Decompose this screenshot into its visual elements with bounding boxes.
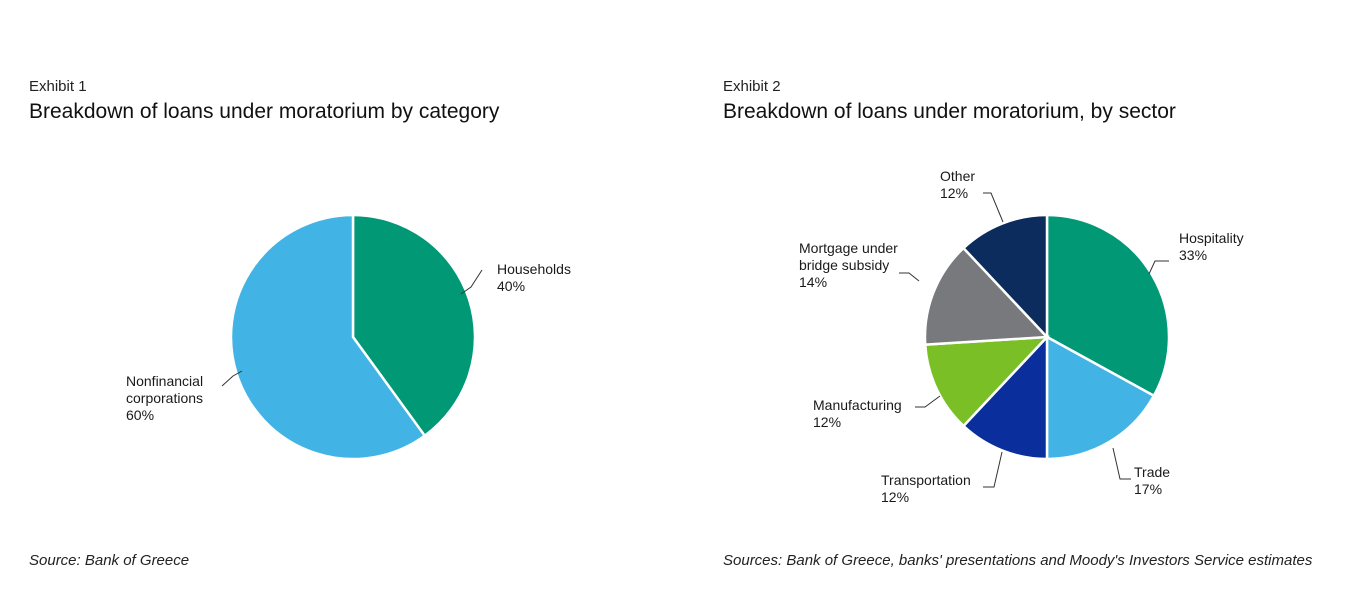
- leader-line-transportation: [983, 451, 1003, 488]
- pie-slice-mortgage: [923, 246, 1050, 346]
- pie-slice-nonfinancial: [229, 213, 427, 461]
- slice-value-nonfinancial: 60%: [126, 407, 154, 423]
- slice-label-nonfinancial: Nonfinancial corporations 60%: [126, 373, 203, 423]
- slice-label-trade: Trade 17%: [1134, 464, 1170, 497]
- chart-source: Sources: Bank of Greece, banks' presenta…: [723, 552, 1313, 569]
- slice-label-hospitality: Hospitality 33%: [1179, 230, 1244, 263]
- slice-value-manufacturing: 12%: [813, 414, 841, 430]
- pie-slice-manufacturing: [923, 335, 1051, 428]
- slice-label-other: Other 12%: [940, 168, 975, 201]
- category-pie-chart: Households 40% Nonfinancial corporations 60%: [126, 213, 571, 461]
- slice-label-transportation: Transportation 12%: [881, 472, 971, 505]
- pie-slice-hospitality: [1045, 213, 1171, 398]
- chart-source: Source: Bank of Greece: [29, 552, 190, 569]
- slice-label-manufacturing: Manufacturing 12%: [813, 397, 902, 430]
- leader-line-trade: [1112, 447, 1131, 480]
- slice-value-transportation: 12%: [881, 489, 909, 505]
- leader-line-mortgage: [899, 272, 920, 282]
- slice-value-other: 12%: [940, 185, 968, 201]
- leader-line-other: [983, 192, 1004, 223]
- exhibit-number: Exhibit 1: [29, 78, 87, 95]
- pie-slice-trade: [1045, 334, 1156, 461]
- leader-line-households: [460, 269, 483, 295]
- exhibit-1: Exhibit 1 Breakdown of loans under morat…: [0, 0, 683, 598]
- slice-value-households: 40%: [497, 278, 525, 294]
- pie-slice-transportation: [961, 333, 1049, 461]
- exhibit-number: Exhibit 2: [723, 78, 781, 95]
- slice-label-households: Households 40%: [497, 261, 571, 294]
- leader-line-hospitality: [1148, 260, 1169, 275]
- slice-label-mortgage: Mortgage under bridge subsidy 14%: [799, 240, 898, 290]
- leader-line-nonfinancial: [221, 370, 243, 387]
- sector-pie-chart: Hospitality 33% Trade 17% Transportation 12% M…: [799, 168, 1244, 505]
- chart-title: Breakdown of loans under moratorium by c…: [29, 100, 500, 123]
- slice-value-hospitality: 33%: [1179, 247, 1207, 263]
- exhibit-2: Exhibit 2 Breakdown of loans under morat…: [683, 0, 1367, 598]
- pie-slice-households: [351, 213, 477, 438]
- slice-value-mortgage: 14%: [799, 274, 827, 290]
- pie-slice-other: [961, 213, 1049, 341]
- chart-title: Breakdown of loans under moratorium, by …: [723, 100, 1176, 123]
- leader-line-manufacturing: [915, 395, 941, 408]
- slice-value-trade: 17%: [1134, 481, 1162, 497]
